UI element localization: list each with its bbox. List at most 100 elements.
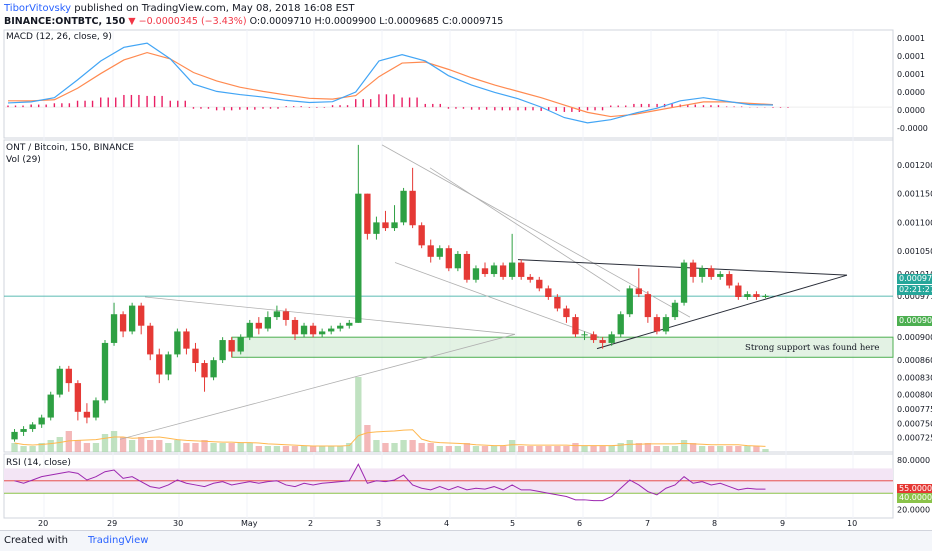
candle-body [373,222,380,234]
macd-y-tick: -0.0000 [897,124,928,133]
support-price-tag: 0.0009000 [897,316,932,326]
candle-body [744,294,751,297]
volume-bar [545,446,552,452]
volume-bar [689,443,697,452]
volume-bar [219,443,226,452]
candle-body [635,288,642,295]
macd-title[interactable]: MACD (12, 26, close, 9) [6,32,112,42]
price-y-tick: 0.0010500 [897,247,932,256]
volume-bar [527,446,534,452]
x-tick-label: May [241,519,258,528]
volume-bar [273,446,281,452]
candle-body [101,342,109,401]
volume-bar [735,446,742,452]
rsi-title[interactable]: RSI (14, close) [6,458,71,468]
candle-body [581,334,588,336]
candle-body [490,265,498,275]
x-tick-label: 20 [38,519,48,528]
trendline-down-1 [381,144,691,318]
volume-bar [20,446,27,452]
volume-bar [346,443,353,452]
volume-bar [617,443,624,452]
candle-body [662,317,670,332]
volume-bar [237,443,244,452]
candle-body [364,193,371,234]
tradingview-logo[interactable]: TradingView [88,535,149,546]
x-tick-label: 7 [645,519,650,528]
volume-bar [83,443,91,452]
price-y-tick: 0.0011000 [897,218,932,227]
price-y-tick: 0.0008000 [897,391,932,400]
candle-body [400,190,407,223]
volume-bar [717,446,724,452]
volume-bar [671,446,679,452]
volume-bar [74,440,82,452]
rsi-lower-tag: 40.0000 [897,493,932,503]
volume-bar [282,446,290,452]
price-y-tick: 0.0009715 [897,292,932,301]
candle-body [735,285,742,297]
candle-body [572,317,579,335]
x-tick-label: 3 [376,519,381,528]
candle-body [599,340,606,343]
candle-body [20,429,27,432]
volume-bar [454,446,462,452]
candle-body [264,317,272,329]
volume-bar [138,437,145,452]
volume-bar [174,440,181,452]
rsi-y-tick-80: 80.0000 [897,456,930,465]
volume-bar [364,425,371,452]
macd-y-tick: 0.0001 [897,70,925,79]
chart-canvas[interactable]: 20 29 30 May 2 3 4 5 6 7 8 9 10 0.0001 0.0001 0.0001 0.0… [0,0,932,530]
volume-bar [147,440,154,452]
trendline-down-3 [429,167,621,292]
candle-body [563,308,570,318]
volume-bar [518,446,525,452]
footer-bar: Created with TradingView [0,530,932,551]
candle-body [147,325,154,355]
triangle-bottom-line [596,274,848,350]
x-tick-label: 6 [577,519,582,528]
symbol-name[interactable]: BINANCE:ONTBTC, 150 [4,16,126,27]
candle-body [47,394,54,418]
price-pane-title[interactable]: ONT / Bitcoin, 150, BINANCE [6,143,134,153]
price-y-tick: 0.0007750 [897,405,932,414]
volume-bar [499,446,507,452]
volume-bar [590,446,597,452]
candle-body [527,276,534,280]
candle-body [463,253,471,280]
author-link[interactable]: TiborVitovsky [4,3,72,14]
volume-bar [680,440,688,452]
volume-bar [554,446,561,452]
volume-bar [698,446,706,452]
volume-bar [29,446,36,452]
macd-y-tick: 0.0001 [897,52,925,61]
candle-body [92,400,100,418]
candle-body [65,368,72,384]
volume-bar [183,443,190,452]
candle-body [680,262,688,303]
x-tick-label: 5 [510,519,515,528]
volume-bar [101,434,109,452]
volume-bar [56,437,63,452]
volume-bar [255,446,262,452]
volume-ma-line [14,429,766,447]
volume-bar [92,443,100,452]
volume-title[interactable]: Vol (29) [6,155,41,165]
volume-bar [608,446,615,452]
volume-bar [228,443,235,452]
candle-body [454,253,462,269]
volume-bar [65,431,72,452]
price-y-tick: 0.0009000 [897,333,932,342]
volume-bar [400,440,407,452]
volume-bar [110,431,118,452]
candle-body [291,319,299,335]
x-tick-label: 29 [107,519,117,528]
volume-bar [128,440,136,452]
candle-body [698,268,706,277]
candle-body [717,274,724,277]
candle-body [653,317,661,332]
x-tick-label: 4 [444,519,449,528]
candle-body [273,311,281,318]
candle-body [518,262,525,277]
